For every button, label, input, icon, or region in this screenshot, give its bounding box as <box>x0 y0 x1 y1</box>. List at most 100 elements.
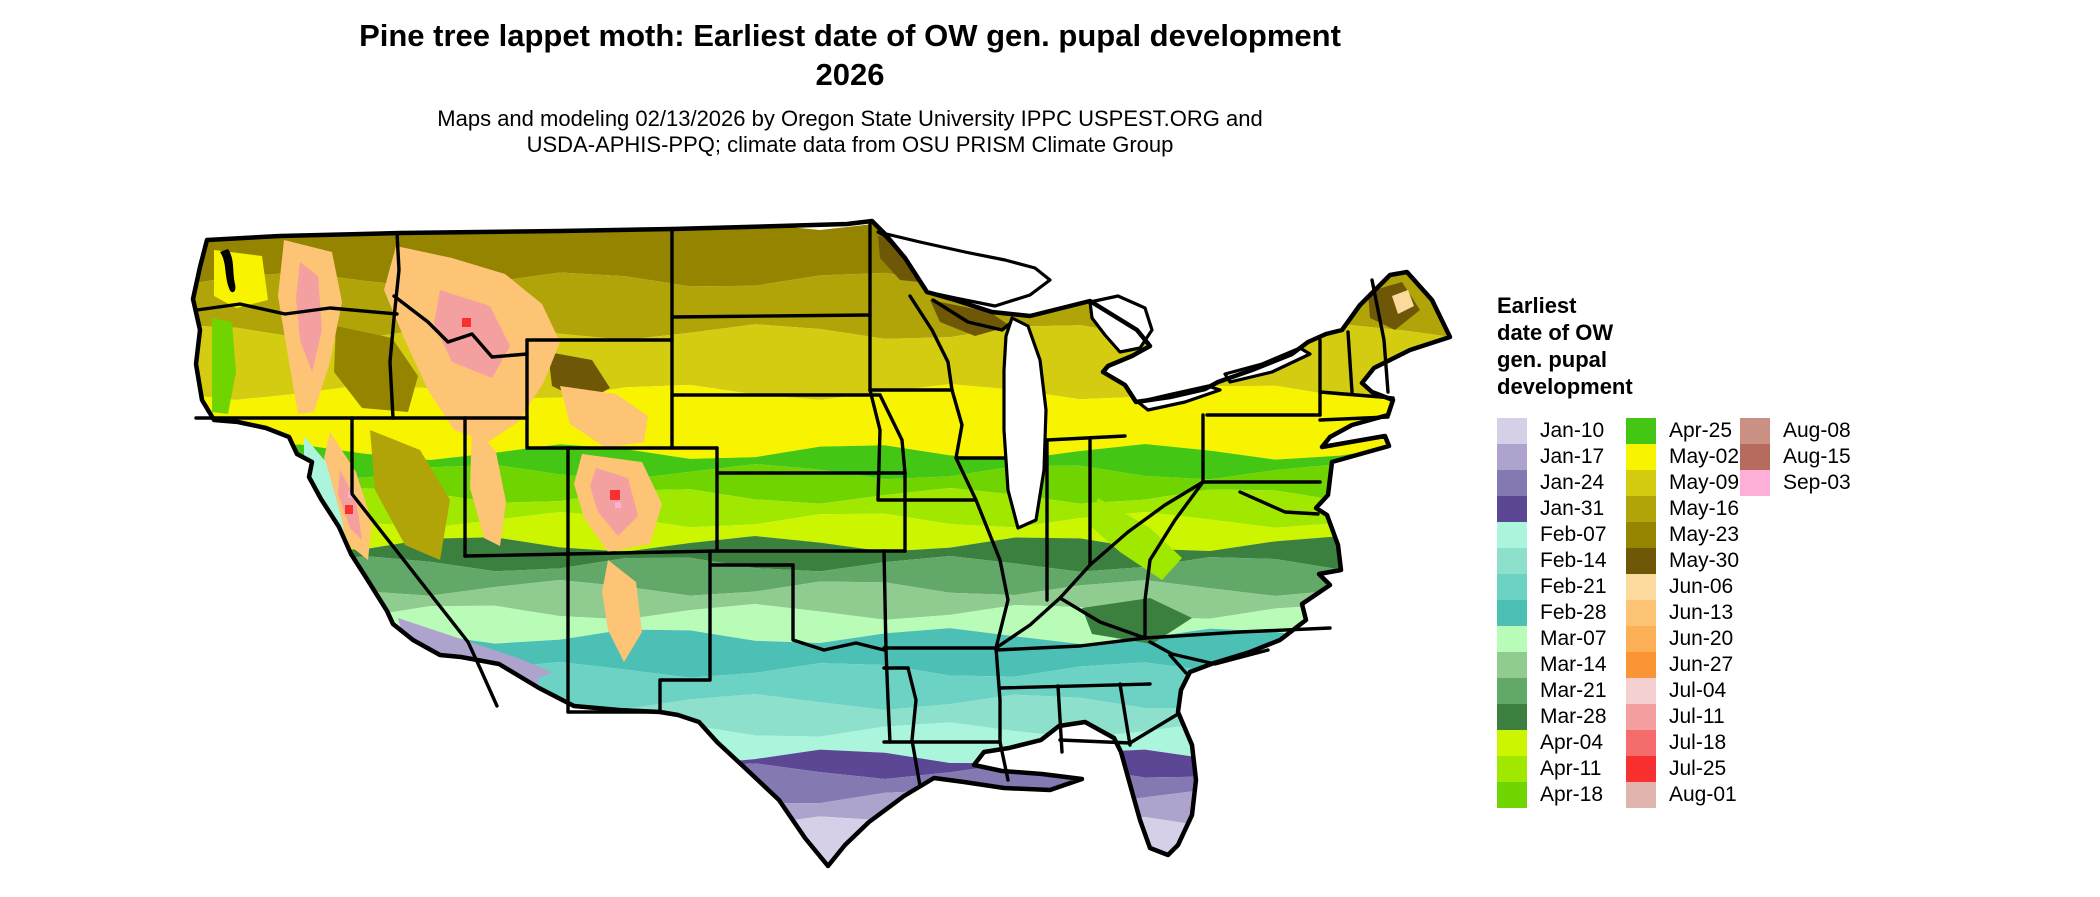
legend-row: Jan-24 <box>1497 470 1626 496</box>
legend-row: Jun-06 <box>1626 574 1740 600</box>
state-border-line <box>1143 626 1332 640</box>
overlay-Jun-13 <box>470 424 506 546</box>
state-border-line <box>1168 653 1188 675</box>
legend-label: Feb-28 <box>1540 601 1607 624</box>
legend-label: Apr-11 <box>1540 757 1602 780</box>
legend-label: Feb-07 <box>1540 523 1607 546</box>
legend-swatch <box>1740 470 1770 496</box>
state-border-line <box>1118 682 1132 747</box>
lake-michigan <box>1002 316 1048 530</box>
legend-label: Mar-28 <box>1540 705 1607 728</box>
legend-row: May-16 <box>1626 496 1740 522</box>
great-lakes <box>876 230 1312 530</box>
state-border-line <box>906 666 922 788</box>
overlay-Mar-28 <box>1082 598 1192 644</box>
legend-label: Jan-17 <box>1540 445 1605 468</box>
legend-swatch <box>1626 522 1656 548</box>
legend-label: Feb-14 <box>1540 549 1607 572</box>
title-block: Pine tree lappet moth: Earliest date of … <box>180 16 1520 94</box>
legend-swatch <box>1497 782 1527 808</box>
legend-swatch <box>1740 444 1770 470</box>
legend-row: Jan-31 <box>1497 496 1626 522</box>
map-title: Pine tree lappet moth: Earliest date of … <box>359 18 1341 53</box>
legend-label: Jun-27 <box>1669 653 1734 676</box>
legend-row: May-02 <box>1626 444 1740 470</box>
state-border-line <box>350 416 499 708</box>
state-border-line <box>791 563 886 652</box>
legend-row: May-30 <box>1626 548 1740 574</box>
legend-label: Aug-08 <box>1783 419 1851 442</box>
legend-row: Feb-28 <box>1497 600 1626 626</box>
legend-row: Aug-01 <box>1626 782 1740 808</box>
state-border-line <box>908 294 954 392</box>
overlay-May-16 <box>370 430 450 560</box>
legend-swatch <box>1626 756 1656 782</box>
legend-row: Apr-25 <box>1626 418 1740 444</box>
overlay-Jun-06 <box>1392 290 1414 314</box>
legend-label: Jan-10 <box>1540 419 1605 442</box>
legend-swatch <box>1497 600 1527 626</box>
legend-swatch <box>1497 548 1527 574</box>
legend-label: Mar-14 <box>1540 653 1607 676</box>
legend-swatch <box>1497 756 1527 782</box>
state-border-line <box>392 294 529 359</box>
legend-row: Mar-28 <box>1497 704 1626 730</box>
legend-row: Jul-11 <box>1626 704 1740 730</box>
state-border-line <box>463 549 907 558</box>
overlay-Jul-25 <box>610 490 620 500</box>
legend-swatch <box>1626 782 1656 808</box>
legend-row: Jun-20 <box>1626 626 1740 652</box>
band-Jan-17 <box>193 789 1450 832</box>
state-border-line <box>994 480 1205 650</box>
legend-label: Jun-06 <box>1669 575 1734 598</box>
legend-label: Jan-24 <box>1540 471 1605 494</box>
overlay-Jul-25 <box>462 318 471 327</box>
legend-label: May-16 <box>1669 497 1740 520</box>
legend-label: Apr-04 <box>1540 731 1604 754</box>
map-legend: Earliest date of OW gen. pupal developme… <box>1497 292 2057 808</box>
legend-swatch <box>1497 678 1527 704</box>
legend-swatch <box>1626 600 1656 626</box>
legend-swatch <box>1497 496 1527 522</box>
legend-row: Jun-13 <box>1626 600 1740 626</box>
legend-swatch <box>1497 626 1527 652</box>
legend-label: May-30 <box>1669 549 1740 572</box>
overlay-Apr-11 <box>1088 498 1182 580</box>
legend-row: Jan-10 <box>1497 418 1626 444</box>
overlay-Jul-11 <box>590 468 638 536</box>
legend-swatch <box>1497 444 1527 470</box>
state-border-line <box>1045 434 1127 442</box>
overlay-Jun-13 <box>560 386 648 448</box>
legend-column: Aug-08 Aug-15 Sep-03 <box>1740 418 1860 496</box>
legend-label: Jun-13 <box>1669 601 1734 624</box>
state-border-line <box>868 388 978 502</box>
legend-row: Feb-07 <box>1497 522 1626 548</box>
legend-row: Sep-03 <box>1740 470 1860 496</box>
state-border-line <box>195 302 399 316</box>
legend-title: Earliest date of OW gen. pupal developme… <box>1497 293 1633 399</box>
legend-swatch <box>1626 496 1656 522</box>
legend-row: Jul-18 <box>1626 730 1740 756</box>
overlay-Sep-03 <box>615 502 621 508</box>
legend-label: Apr-18 <box>1540 783 1604 806</box>
legend-row: Jan-17 <box>1497 444 1626 470</box>
legend-swatch <box>1497 652 1527 678</box>
legend-row: Jul-04 <box>1626 678 1740 704</box>
state-border-line <box>1346 330 1354 394</box>
legend-row: Apr-04 <box>1497 730 1626 756</box>
legend-swatch <box>1497 470 1527 496</box>
legend-swatch <box>1497 522 1527 548</box>
subtitle-block: Maps and modeling 02/13/2026 by Oregon S… <box>180 106 1520 158</box>
legend-row: May-09 <box>1626 470 1740 496</box>
legend-row: Aug-08 <box>1740 418 1860 444</box>
legend-swatch <box>1626 626 1656 652</box>
overlay-May-02 <box>214 250 268 308</box>
legend-column: Jan-10 Jan-17 Jan-24 Jan-31 Feb-07 Feb-14 Feb-… <box>1497 418 1626 808</box>
band-Jan-10 <box>193 816 1450 866</box>
legend-swatch <box>1740 418 1770 444</box>
legend-swatch <box>1626 678 1656 704</box>
overlay-Jul-11 <box>296 262 322 372</box>
legend-swatch <box>1626 704 1656 730</box>
